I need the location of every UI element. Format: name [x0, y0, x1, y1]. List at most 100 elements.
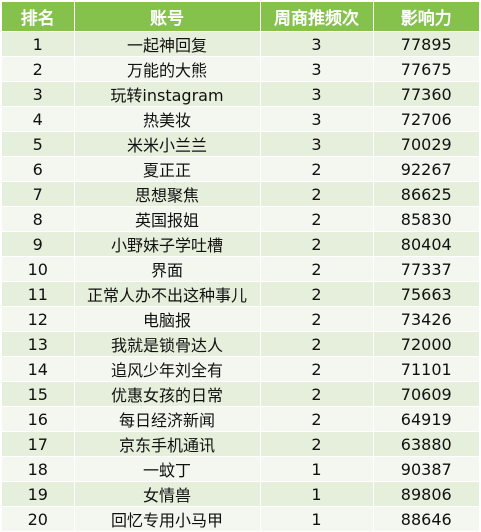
cell-rank: 13 [2, 331, 75, 357]
cell-influence: 70029 [373, 131, 479, 157]
cell-influence: 63880 [373, 431, 479, 457]
cell-rank: 8 [2, 206, 75, 232]
table-row: 12 电脑报 2 73426 [2, 306, 479, 332]
cell-rank: 12 [2, 306, 75, 332]
cell-influence: 89806 [373, 481, 479, 507]
cell-frequency: 2 [260, 356, 374, 382]
cell-account: 热美妆 [74, 106, 261, 132]
cell-rank: 15 [2, 381, 75, 407]
cell-account: 一起神回复 [74, 31, 261, 57]
cell-rank: 17 [2, 431, 75, 457]
cell-frequency: 2 [260, 381, 374, 407]
cell-account: 界面 [74, 256, 261, 282]
table-row: 20 回忆专用小马甲 1 88646 [2, 506, 479, 532]
cell-account: 女情兽 [74, 481, 261, 507]
cell-rank: 10 [2, 256, 75, 282]
cell-frequency: 2 [260, 181, 374, 207]
cell-rank: 9 [2, 231, 75, 257]
cell-account: 玩转instagram [74, 81, 261, 107]
cell-account: 回忆专用小马甲 [74, 506, 261, 532]
cell-rank: 6 [2, 156, 75, 182]
cell-rank: 20 [2, 506, 75, 532]
table-row: 19 女情兽 1 89806 [2, 481, 479, 507]
table-row: 15 优惠女孩的日常 2 70609 [2, 381, 479, 407]
cell-rank: 7 [2, 181, 75, 207]
cell-influence: 64919 [373, 406, 479, 432]
cell-frequency: 2 [260, 206, 374, 232]
cell-rank: 14 [2, 356, 75, 382]
cell-influence: 70609 [373, 381, 479, 407]
table-row: 6 夏正正 2 92267 [2, 156, 479, 182]
cell-frequency: 2 [260, 156, 374, 182]
table-body: 1 一起神回复 3 77895 2 万能的大熊 3 77675 3 玩转instagram 3 773… [2, 31, 479, 532]
cell-rank: 2 [2, 56, 75, 82]
cell-influence: 86625 [373, 181, 479, 207]
cell-account: 万能的大熊 [74, 56, 261, 82]
cell-influence: 72000 [373, 331, 479, 357]
header-influence: 影响力 [373, 2, 479, 32]
cell-rank: 19 [2, 481, 75, 507]
table-row: 10 界面 2 77337 [2, 256, 479, 282]
cell-influence: 80404 [373, 231, 479, 257]
cell-rank: 16 [2, 406, 75, 432]
cell-rank: 11 [2, 281, 75, 307]
cell-frequency: 1 [260, 506, 374, 532]
cell-influence: 73426 [373, 306, 479, 332]
table-row: 3 玩转instagram 3 77360 [2, 81, 479, 107]
table-row: 9 小野妹子学吐槽 2 80404 [2, 231, 479, 257]
table-row: 4 热美妆 3 72706 [2, 106, 479, 132]
table-row: 16 每日经济新闻 2 64919 [2, 406, 479, 432]
cell-rank: 3 [2, 81, 75, 107]
table-row: 1 一起神回复 3 77895 [2, 31, 479, 57]
cell-account: 思想聚焦 [74, 181, 261, 207]
cell-account: 正常人办不出这种事儿 [74, 281, 261, 307]
cell-account: 米米小兰兰 [74, 131, 261, 157]
cell-account: 电脑报 [74, 306, 261, 332]
table-row: 17 京东手机通讯 2 63880 [2, 431, 479, 457]
cell-rank: 4 [2, 106, 75, 132]
cell-influence: 85830 [373, 206, 479, 232]
table-row: 13 我就是锁骨达人 2 72000 [2, 331, 479, 357]
cell-frequency: 3 [260, 56, 374, 82]
cell-rank: 5 [2, 131, 75, 157]
cell-influence: 77895 [373, 31, 479, 57]
table-header: 排名 账号 周商推频次 影响力 [2, 2, 479, 32]
cell-account: 追风少年刘全有 [74, 356, 261, 382]
cell-account: 一蚊丁 [74, 456, 261, 482]
cell-account: 每日经济新闻 [74, 406, 261, 432]
cell-frequency: 3 [260, 81, 374, 107]
cell-frequency: 2 [260, 281, 374, 307]
cell-influence: 90387 [373, 456, 479, 482]
table-row: 7 思想聚焦 2 86625 [2, 181, 479, 207]
cell-influence: 92267 [373, 156, 479, 182]
cell-influence: 88646 [373, 506, 479, 532]
header-frequency: 周商推频次 [260, 2, 374, 32]
cell-rank: 18 [2, 456, 75, 482]
cell-frequency: 2 [260, 331, 374, 357]
cell-account: 英国报姐 [74, 206, 261, 232]
header-row: 排名 账号 周商推频次 影响力 [2, 2, 479, 32]
cell-frequency: 3 [260, 106, 374, 132]
cell-frequency: 2 [260, 306, 374, 332]
cell-frequency: 3 [260, 131, 374, 157]
header-rank: 排名 [2, 2, 75, 32]
cell-influence: 72706 [373, 106, 479, 132]
table-row: 8 英国报姐 2 85830 [2, 206, 479, 232]
cell-frequency: 2 [260, 406, 374, 432]
cell-influence: 77360 [373, 81, 479, 107]
cell-influence: 71101 [373, 356, 479, 382]
cell-frequency: 1 [260, 456, 374, 482]
cell-influence: 75663 [373, 281, 479, 307]
cell-influence: 77675 [373, 56, 479, 82]
cell-account: 京东手机通讯 [74, 431, 261, 457]
cell-account: 我就是锁骨达人 [74, 331, 261, 357]
table-row: 11 正常人办不出这种事儿 2 75663 [2, 281, 479, 307]
table-row: 2 万能的大熊 3 77675 [2, 56, 479, 82]
cell-frequency: 2 [260, 431, 374, 457]
cell-account: 优惠女孩的日常 [74, 381, 261, 407]
cell-frequency: 3 [260, 31, 374, 57]
cell-rank: 1 [2, 31, 75, 57]
table-row: 18 一蚊丁 1 90387 [2, 456, 479, 482]
